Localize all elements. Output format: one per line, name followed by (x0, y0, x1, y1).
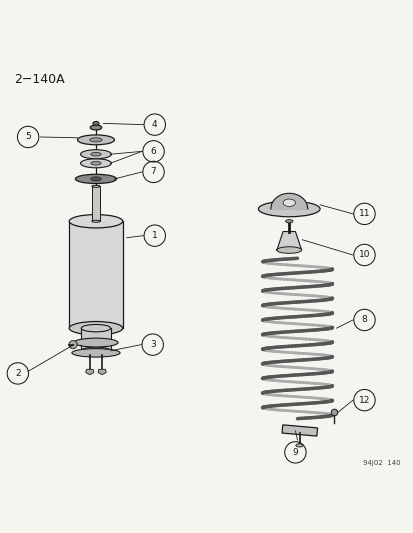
Text: 9: 9 (292, 448, 298, 457)
Polygon shape (276, 231, 301, 250)
Text: 3: 3 (150, 340, 155, 349)
Ellipse shape (92, 220, 100, 222)
Ellipse shape (77, 135, 114, 145)
Polygon shape (85, 369, 94, 375)
Text: 8: 8 (361, 316, 366, 325)
Ellipse shape (81, 347, 110, 354)
Ellipse shape (90, 138, 102, 142)
Ellipse shape (90, 161, 101, 165)
Ellipse shape (90, 125, 102, 130)
Bar (281, 425, 317, 436)
Ellipse shape (81, 325, 110, 332)
Circle shape (69, 341, 77, 349)
Text: 12: 12 (358, 395, 369, 405)
Ellipse shape (92, 185, 100, 187)
Bar (81, 328, 110, 351)
Bar (69, 221, 122, 328)
Ellipse shape (81, 150, 111, 159)
Polygon shape (98, 369, 106, 375)
Text: 94J02  140: 94J02 140 (362, 460, 399, 466)
Text: 7: 7 (150, 167, 156, 176)
Ellipse shape (72, 349, 120, 357)
Text: 2: 2 (15, 369, 21, 378)
Ellipse shape (74, 338, 118, 347)
Ellipse shape (295, 444, 302, 447)
Text: 5: 5 (25, 133, 31, 141)
Ellipse shape (90, 152, 101, 156)
Text: 11: 11 (358, 209, 369, 219)
Ellipse shape (75, 174, 116, 183)
Text: 1: 1 (152, 231, 157, 240)
Text: 6: 6 (150, 147, 156, 156)
Text: 2−140A: 2−140A (14, 73, 64, 86)
Ellipse shape (285, 220, 292, 223)
Ellipse shape (93, 122, 99, 125)
Ellipse shape (276, 247, 301, 253)
Text: 10: 10 (358, 251, 369, 260)
Ellipse shape (69, 321, 122, 335)
Text: 4: 4 (152, 120, 157, 129)
Bar (92, 187, 100, 221)
Ellipse shape (81, 159, 111, 168)
Ellipse shape (90, 177, 101, 181)
Ellipse shape (282, 199, 295, 206)
Ellipse shape (258, 201, 319, 217)
Ellipse shape (69, 215, 122, 228)
Circle shape (330, 409, 337, 416)
